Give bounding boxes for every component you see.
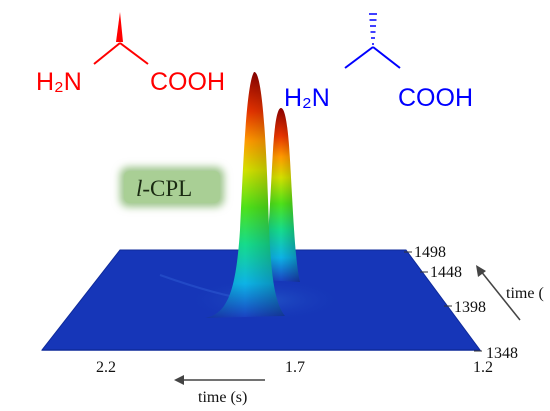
x-axis-title: time (s) xyxy=(198,389,247,406)
d-amine-label: H₂N xyxy=(284,84,330,112)
x-tick-label: 1.7 xyxy=(285,359,305,376)
depth-axis-arrow-head xyxy=(476,265,486,277)
depth-tick-label: 1448 xyxy=(430,264,462,281)
cpl-label: l-CPL xyxy=(136,176,192,201)
d-acid-label: COOH xyxy=(398,84,473,112)
l-alanine-structure: H₂N COOH xyxy=(36,12,225,96)
depth-tick-label: 1398 xyxy=(454,299,486,316)
peak-secondary-shade xyxy=(262,108,300,282)
cpl-label-box xyxy=(124,171,220,203)
l-acid-label: COOH xyxy=(150,68,225,96)
bond-c-cooh xyxy=(372,46,401,69)
bond-c-n xyxy=(344,46,374,69)
bond-c-cooh xyxy=(119,42,149,65)
peak-primary-shade xyxy=(205,71,285,318)
x-tick-label: 2.2 xyxy=(96,359,116,376)
depth-tick-label: 1348 xyxy=(486,345,518,362)
depth-axis-arrow xyxy=(479,269,521,321)
l-amine-label: H₂N xyxy=(36,68,82,96)
bond-c-n xyxy=(93,42,121,65)
cpl-label-prefix: l xyxy=(136,176,142,201)
x-axis-arrow-head xyxy=(174,375,184,385)
d-alanine-structure: H₂N COOH xyxy=(284,13,473,112)
cpl-label-suffix: -CPL xyxy=(142,176,192,201)
depth-tick-label: 1498 xyxy=(414,244,446,261)
x-tick-label: 1.2 xyxy=(473,359,493,376)
wedge-bond xyxy=(116,12,123,42)
depth-axis-title: time ( xyxy=(506,285,544,302)
